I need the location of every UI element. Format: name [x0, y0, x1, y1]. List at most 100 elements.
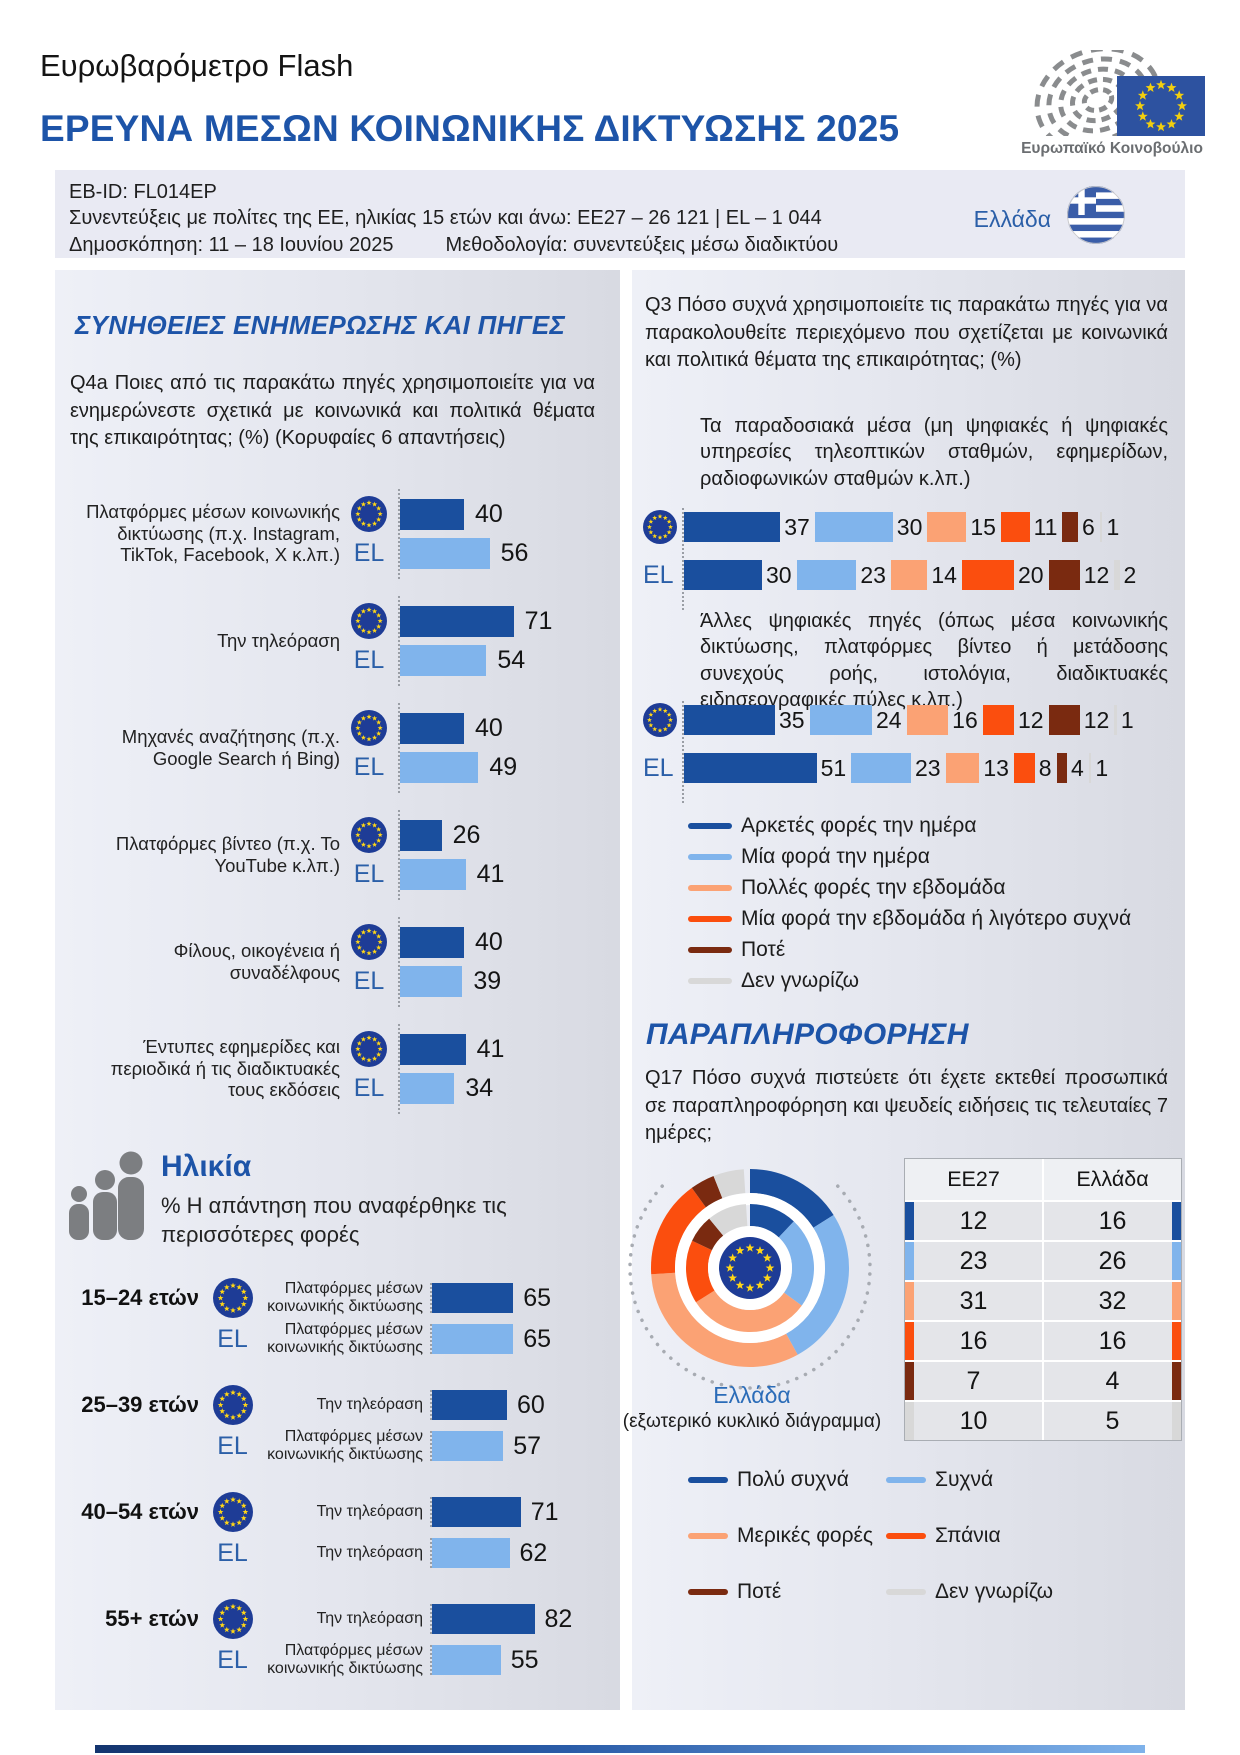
bar-segment	[1048, 560, 1080, 590]
bar-track	[430, 1431, 504, 1461]
age-top-answer-label: Την τηλεόραση	[316, 1544, 423, 1562]
q4a-category-group: Πλατφόρμες βίντεο (π.χ. Το YouTube κ.λπ.…	[70, 801, 610, 908]
age-top-answer-label: Πλατφόρμες μέσων κοινωνικής δικτύωσης	[267, 1428, 423, 1463]
row-color-marker	[1172, 1362, 1181, 1400]
ep-hemicycle-icon	[1034, 46, 1205, 154]
bar-segment	[1013, 753, 1035, 783]
eb-id: EB-ID: FL014EP	[69, 181, 217, 203]
row-color-marker	[905, 1242, 914, 1280]
legend-label: Μία φορά την ημέρα	[741, 844, 930, 868]
bar-segment	[1099, 512, 1103, 542]
age-label: 25–39 ετών	[81, 1392, 199, 1417]
bar	[432, 1538, 510, 1568]
eu-flag-cell	[643, 510, 682, 544]
eu-flag-cell	[340, 817, 398, 853]
bar-segment	[982, 705, 1014, 735]
bar-value: 40	[475, 713, 503, 742]
segment-value: 12	[1083, 561, 1110, 588]
el-label-cell: EL	[353, 538, 385, 567]
eu-flag-cell	[643, 703, 682, 737]
legend-label: Μερικές φορές	[737, 1524, 874, 1547]
bar	[400, 965, 463, 997]
row-color-marker	[905, 1362, 914, 1400]
stacked-bar-digital: 35 24 16 12 12 1 EL 51 23 13 8 4 1	[643, 701, 1178, 803]
bar-value: 40	[475, 499, 503, 528]
table-header-row: ΕΕ27 Ελλάδα	[905, 1159, 1181, 1200]
legend-label: Πολλές φορές την εβδομάδα	[741, 875, 1006, 899]
bar	[432, 1324, 514, 1354]
legend-item: Μία φορά την εβδομάδα ή λιγότερο συχνά	[688, 903, 1131, 934]
bar	[400, 926, 464, 958]
table-row: 23 26	[905, 1240, 1181, 1280]
q17-donut-chart	[610, 1128, 890, 1408]
segment-value: 16	[952, 706, 978, 733]
legend-item: Σπάνια	[886, 1521, 1053, 1551]
bar-segment	[684, 753, 817, 783]
segment-value: 23	[860, 561, 886, 588]
row-color-marker	[1172, 1402, 1181, 1440]
legend-exposure: Πολύ συχνά Συχνά Μερικές φορές Σπάνια Ποτέ Δε…	[688, 1465, 1053, 1607]
el-label-cell: EL	[643, 753, 674, 782]
bar-segment	[1114, 705, 1117, 735]
row-color-marker	[905, 1402, 914, 1440]
segment-value: 11	[1033, 513, 1058, 540]
q4a-row-el: EL 41	[340, 858, 610, 890]
q4a-category-group: Φίλους, οικογένεια ή συναδέλφους 40 EL 39	[70, 908, 610, 1015]
stacked-bar-row: 37 30 15 11 6 1	[643, 510, 1178, 544]
q4a-category-label: Πλατφόρμες μέσων κοινωνικής δικτύωσης (π…	[86, 500, 340, 566]
segment-value: 51	[820, 754, 847, 781]
legend-label: Πολύ συχνά	[737, 1468, 849, 1491]
donut-svg	[628, 1169, 872, 1390]
eu-flag-cell	[340, 1031, 398, 1067]
bar-value: 82	[544, 1604, 573, 1633]
age-row-eu: 25–39 ετών Την τηλεόραση 60	[70, 1385, 610, 1425]
eu-flag-icon	[351, 817, 387, 853]
row-color-marker	[905, 1282, 914, 1320]
legend-item: Ποτέ	[688, 1577, 886, 1607]
legend-swatch	[688, 1589, 728, 1595]
bar	[400, 644, 487, 676]
q4a-category-label: Μηχανές αναζήτησης (π.χ. Google Search ή…	[121, 725, 340, 769]
bar-value: 65	[523, 1283, 552, 1312]
el-label-cell: EL	[643, 560, 674, 589]
q4a-category-group: Μηχανές αναζήτησης (π.χ. Google Search ή…	[70, 694, 610, 801]
bar-segment	[684, 705, 775, 735]
eu-flag-cell	[340, 603, 398, 639]
donut-segment	[749, 1204, 794, 1238]
eu-flag-icon	[351, 924, 387, 960]
bar-track	[430, 1604, 535, 1634]
eu-flag-icon	[212, 1492, 253, 1532]
legend-swatch	[886, 1477, 926, 1483]
legend-item: Δεν γνωρίζω	[886, 1577, 1053, 1607]
legend-item: Μία φορά την ημέρα	[688, 841, 1131, 872]
outer-ring-dotted-pointer	[628, 1184, 872, 1390]
q4a-bar-rows: 26 EL 41	[340, 809, 610, 900]
bar-value: 71	[524, 606, 553, 635]
donut-segment	[692, 1218, 724, 1251]
legend-label: Αρκετές φορές την ημέρα	[741, 813, 977, 837]
donut-caption-note: (εξωτερικό κυκλικό διάγραμμα)	[622, 1411, 882, 1432]
bar	[400, 537, 490, 569]
bar-value: 26	[452, 820, 481, 849]
eu-flag-icon	[351, 496, 387, 532]
survey-meta-box: EB-ID: FL014EP Συνεντεύξεις με πολίτες τ…	[55, 170, 1185, 258]
bar-value: 56	[500, 538, 529, 567]
segment-value: 13	[983, 754, 1009, 781]
q4a-bar-chart: Πλατφόρμες μέσων κοινωνικής δικτύωσης (π…	[70, 480, 610, 1122]
el-value-cell: 16	[1042, 1322, 1181, 1360]
q4a-category-label: Την τηλεόραση	[217, 629, 340, 651]
age-section-title: Ηλικία	[161, 1150, 252, 1183]
stacked-bar: 37 30 15 11 6 1	[684, 512, 1124, 542]
footer-gradient-rule	[95, 1745, 1145, 1753]
age-label: 40–54 ετών	[81, 1499, 199, 1524]
age-top-answer-label: Την τηλεόραση	[316, 1396, 423, 1414]
age-header-text: Ηλικία % Η απάντηση που αναφέρθηκε τις π…	[161, 1148, 531, 1249]
q4a-bar-rows: 40 EL 49	[340, 702, 610, 793]
segment-value: 14	[931, 561, 957, 588]
legend-swatch	[688, 946, 732, 953]
legend-swatch	[688, 853, 732, 860]
q4a-row-eu: 40	[340, 710, 610, 746]
legend-item: Πολύ συχνά	[688, 1465, 886, 1495]
q4a-row-el: EL 39	[340, 965, 610, 997]
